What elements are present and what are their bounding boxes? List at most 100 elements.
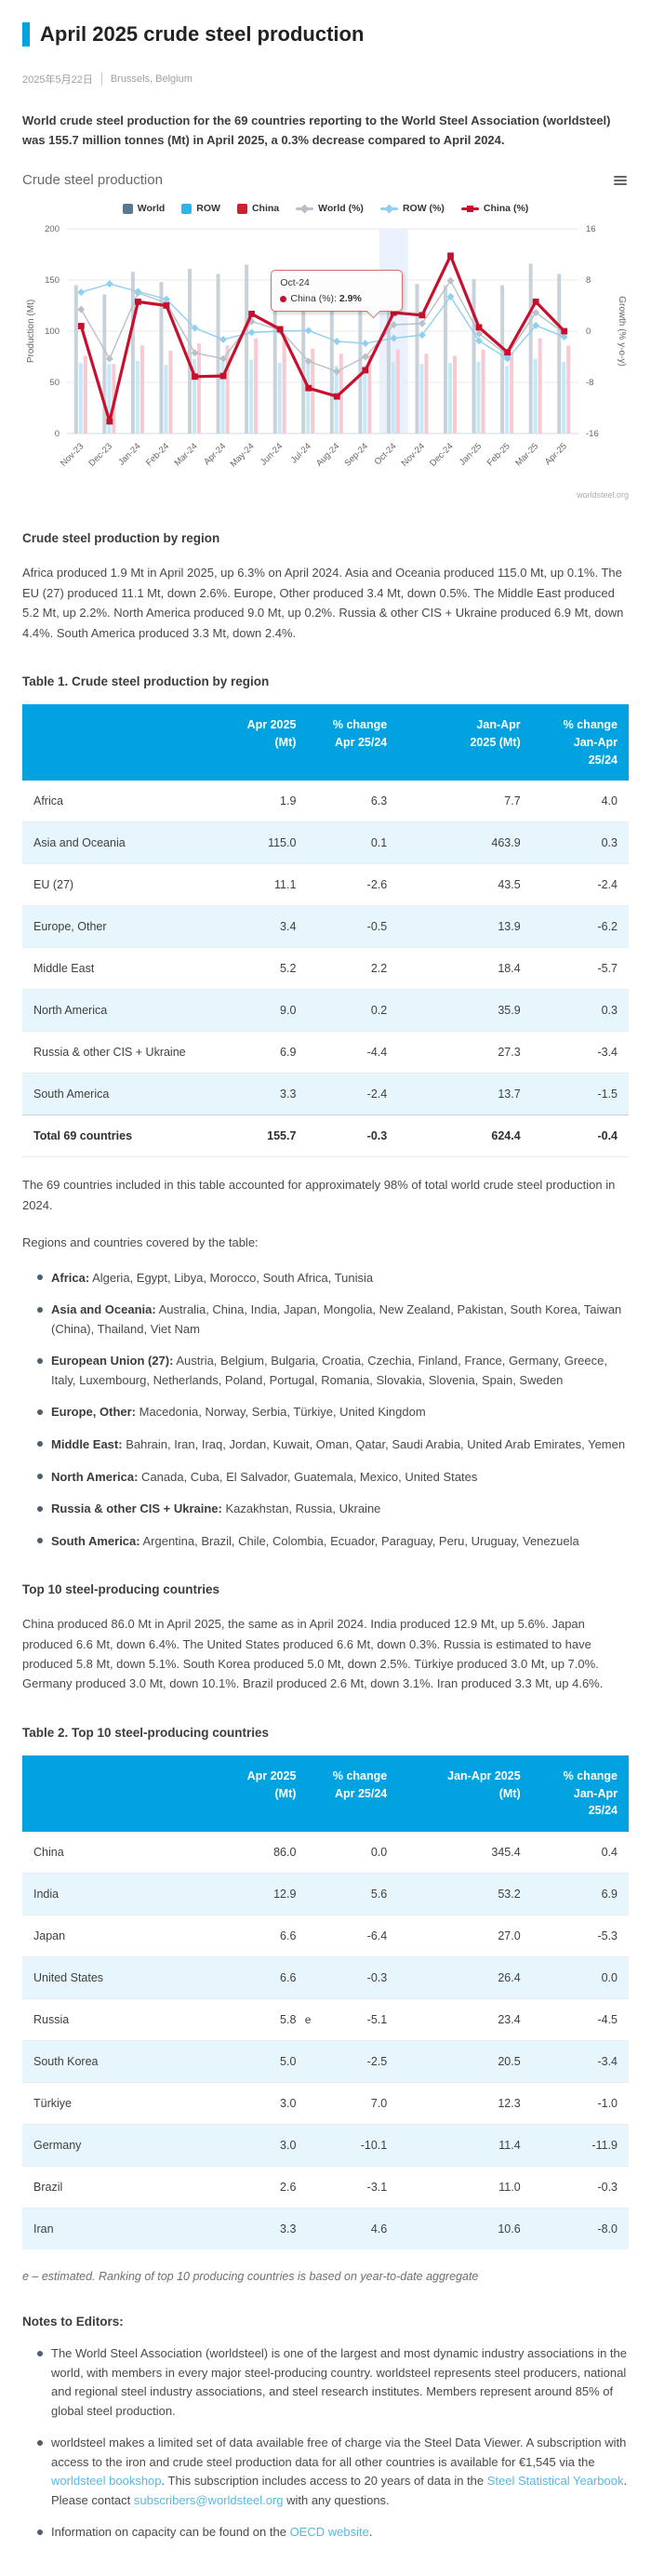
marker-world[interactable]	[361, 354, 369, 361]
bar-china[interactable]	[282, 340, 286, 434]
bar-row[interactable]	[78, 363, 83, 434]
bar-row[interactable]	[505, 366, 510, 434]
inline-link[interactable]: worldsteel bookshop	[51, 2474, 162, 2489]
bar-row[interactable]	[135, 361, 140, 434]
bar-row[interactable]	[107, 364, 112, 434]
marker-china[interactable]	[333, 394, 340, 401]
marker-world[interactable]	[105, 355, 113, 364]
legend-item-world[interactable]: World	[122, 203, 165, 214]
marker-row[interactable]	[247, 328, 256, 337]
marker-china[interactable]	[276, 327, 284, 333]
bar-china[interactable]	[395, 350, 400, 434]
legend-item-world[interactable]: World (%)	[296, 203, 364, 214]
bar-world[interactable]	[188, 269, 192, 434]
bar-world[interactable]	[130, 272, 135, 434]
bar-china[interactable]	[197, 343, 201, 434]
legend-item-china[interactable]: China	[236, 203, 279, 214]
marker-china[interactable]	[418, 312, 426, 319]
bar-row[interactable]	[249, 360, 254, 434]
bar-world[interactable]	[159, 282, 164, 434]
inline-link[interactable]: Steel Statistical Yearbook	[486, 2474, 624, 2489]
marker-row[interactable]	[560, 333, 568, 341]
marker-row[interactable]	[219, 336, 228, 344]
bar-world[interactable]	[415, 284, 419, 434]
bar-world[interactable]	[329, 287, 334, 434]
line-row[interactable]	[81, 283, 565, 360]
marker-world[interactable]	[304, 357, 312, 366]
marker-world[interactable]	[446, 277, 455, 286]
bar-world[interactable]	[557, 274, 562, 434]
marker-world[interactable]	[219, 355, 228, 364]
marker-row[interactable]	[191, 325, 199, 333]
bar-china[interactable]	[424, 354, 429, 434]
marker-world[interactable]	[191, 349, 199, 357]
marker-world[interactable]	[77, 306, 86, 314]
marker-china[interactable]	[532, 299, 539, 306]
bar-row[interactable]	[193, 359, 196, 434]
bar-china[interactable]	[311, 349, 315, 434]
bar-row[interactable]	[363, 366, 367, 434]
legend-item-row[interactable]: ROW	[181, 203, 220, 214]
marker-row[interactable]	[475, 337, 484, 345]
marker-china[interactable]	[134, 299, 141, 306]
bar-row[interactable]	[391, 362, 395, 434]
bar-world[interactable]	[102, 294, 107, 434]
bar-row[interactable]	[533, 359, 538, 434]
marker-row[interactable]	[162, 296, 170, 304]
legend-item-china[interactable]: China (%)	[460, 203, 528, 214]
marker-china[interactable]	[447, 252, 454, 260]
chart-context-menu-icon[interactable]	[612, 172, 629, 189]
marker-china[interactable]	[219, 373, 227, 380]
marker-china[interactable]	[192, 373, 198, 380]
bar-world[interactable]	[272, 270, 277, 434]
marker-china[interactable]	[504, 349, 512, 356]
bar-china[interactable]	[254, 339, 259, 434]
bar-world[interactable]	[73, 285, 78, 434]
inline-link[interactable]: subscribers@worldsteel.org	[133, 2492, 284, 2507]
bar-china[interactable]	[168, 351, 173, 434]
bar-row[interactable]	[448, 363, 452, 434]
inline-link[interactable]: OECD website	[289, 2525, 369, 2540]
bar-row[interactable]	[419, 364, 424, 434]
bar-china[interactable]	[481, 350, 485, 434]
bar-row[interactable]	[476, 362, 481, 434]
marker-world[interactable]	[333, 367, 341, 376]
bar-china[interactable]	[140, 345, 144, 434]
marker-china[interactable]	[106, 419, 113, 425]
marker-china[interactable]	[390, 310, 397, 316]
bar-china[interactable]	[83, 355, 87, 434]
marker-row[interactable]	[77, 288, 86, 297]
marker-china[interactable]	[163, 302, 170, 310]
marker-china[interactable]	[77, 323, 85, 330]
bar-china[interactable]	[566, 345, 571, 434]
marker-china[interactable]	[362, 367, 369, 374]
bar-row[interactable]	[277, 363, 282, 434]
bar-world[interactable]	[444, 285, 447, 434]
bar-world[interactable]	[528, 263, 533, 434]
line-world[interactable]	[80, 280, 565, 373]
bar-row[interactable]	[164, 365, 168, 434]
legend-item-row[interactable]: ROW (%)	[379, 203, 445, 214]
marker-china[interactable]	[561, 328, 568, 335]
bar-china[interactable]	[510, 353, 514, 434]
bar-world[interactable]	[358, 287, 363, 434]
bar-world[interactable]	[245, 264, 249, 434]
bar-world[interactable]	[472, 279, 476, 434]
bar-china[interactable]	[225, 345, 230, 434]
bar-china[interactable]	[453, 355, 457, 434]
bar-row[interactable]	[334, 366, 339, 434]
marker-china[interactable]	[475, 324, 483, 331]
bar-world[interactable]	[500, 285, 505, 434]
marker-row[interactable]	[134, 287, 142, 296]
marker-china[interactable]	[305, 385, 312, 393]
marker-china[interactable]	[248, 311, 256, 318]
bar-row[interactable]	[220, 362, 225, 434]
bar-row[interactable]	[306, 363, 311, 434]
marker-row[interactable]	[361, 340, 369, 348]
marker-row[interactable]	[105, 280, 113, 288]
marker-row[interactable]	[304, 327, 312, 335]
marker-world[interactable]	[418, 320, 426, 328]
bar-china[interactable]	[538, 339, 542, 434]
marker-row[interactable]	[333, 338, 341, 346]
bar-china[interactable]	[367, 354, 372, 434]
